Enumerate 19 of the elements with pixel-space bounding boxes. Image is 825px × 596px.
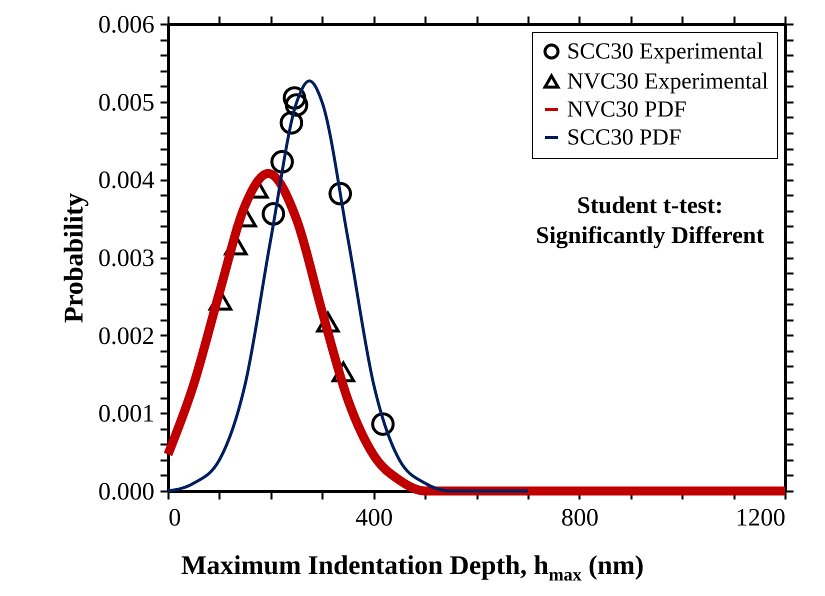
y-tick-label: 0.002 (98, 322, 154, 350)
y-tick-label: 0.001 (98, 400, 154, 428)
x-tick-label: 0 (168, 504, 181, 532)
y-tick-label: 0.003 (98, 245, 154, 272)
y-tick-label: 0.000 (98, 478, 154, 506)
annotation: Student t-test: Significantly Different (536, 193, 764, 249)
legend-label: NVC30 Experimental (567, 68, 768, 94)
y-axis-title: Probability (58, 192, 88, 324)
x-tick-label: 1200 (736, 504, 786, 532)
x-tick-label: 400 (355, 504, 393, 532)
x-tick-label: 800 (561, 504, 599, 532)
y-tick-label: 0.006 (98, 12, 154, 38)
line-series (166, 79, 530, 492)
legend-label: NVC30 PDF (567, 96, 687, 122)
y-tick-label: 0.004 (98, 167, 155, 194)
y-tick-label: 0.005 (98, 89, 154, 116)
legend-label: SCC30 Experimental (567, 38, 764, 64)
x-axis-title: Maximum Indentation Depth, h$_{max}$ (nm) (180, 550, 645, 586)
legend-label: SCC30 PDF (567, 124, 682, 150)
